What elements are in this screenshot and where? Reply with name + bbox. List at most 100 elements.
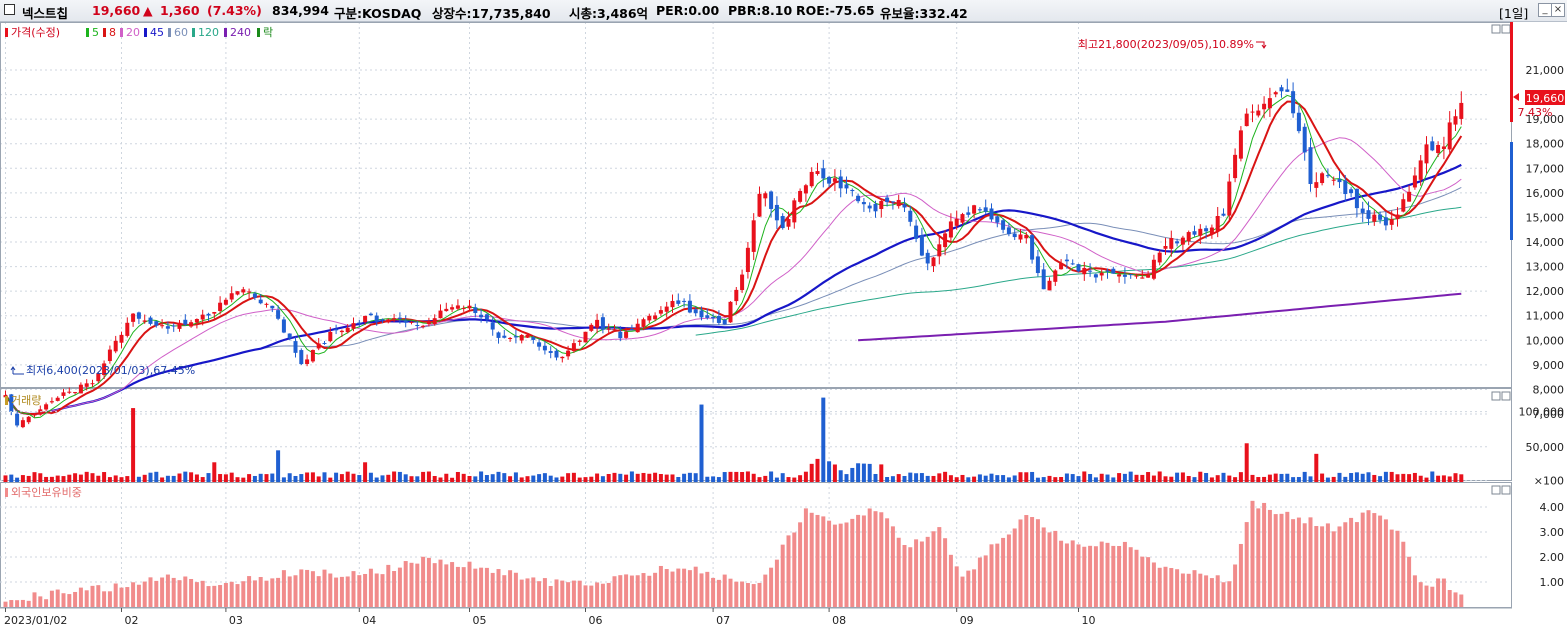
volume-bar [769,471,774,482]
volume-bar [902,475,907,482]
foreign-bar [1291,519,1296,607]
candle-body [838,176,843,189]
foreign-bar [1192,570,1197,607]
volume-bar [751,473,756,482]
candle-body [1198,228,1203,236]
price-tick-label: 10,000 [1526,334,1565,347]
volume-bar [264,474,269,482]
candle-body [612,329,617,331]
candles [3,78,1464,429]
volume-bar [809,463,814,482]
volume-bar [165,475,170,482]
volume-bar [397,471,402,482]
foreign-bar [218,585,223,607]
foreign-bar [508,570,513,607]
foreign-bar [780,544,785,607]
foreign-bar [548,585,553,607]
foreign-bar [368,568,373,607]
close-icon[interactable]: × [1551,3,1565,17]
candle-body [368,313,373,316]
volume-bar [1325,477,1330,482]
foreign-bar [943,538,948,607]
candle-body [531,337,536,340]
volume-bar [1012,475,1017,482]
period-selector[interactable]: [1일] [1499,6,1529,21]
candle-body [154,321,159,326]
ma45-line [4,163,1462,416]
stock-name: 넥스트칩 [22,6,69,21]
volume-bar [606,473,611,482]
foreign-bar [374,573,379,607]
foreign-bar [1389,529,1394,607]
volume-bar [861,463,866,482]
candle-body [490,322,495,330]
current-price-box [1525,90,1565,105]
foreign-bar [351,571,356,607]
candle-body [1134,275,1139,277]
foreign-bar [467,561,472,607]
select-checkbox[interactable] [4,4,15,15]
volume-bar [624,474,629,482]
candle-body [1169,237,1174,249]
foreign-bar [1227,581,1232,607]
foreign-bar [1163,566,1168,607]
foreign-bar [183,576,188,607]
foreign-legend-marker [5,488,8,497]
minimize-icon[interactable]: _ [1538,3,1552,17]
candle-body [682,300,687,302]
foreign-bar [264,580,269,607]
candle-body [1447,122,1452,150]
candle-body [1163,246,1168,249]
candle-body [1389,219,1394,225]
volume-bar [247,474,252,482]
foreign-bar [1059,540,1064,607]
candle-body [908,210,913,222]
candle-body [989,208,994,220]
candle-body [670,300,675,308]
foreign-bar [786,535,791,607]
volume-bar [212,462,217,482]
volume-bar [1447,476,1452,482]
candle-body [461,308,466,310]
price-tick-label: 9,000 [1533,359,1565,372]
candle-body [484,314,489,320]
candle-body [925,252,930,264]
candle-body [455,305,460,309]
price-tick-label: 19,000 [1526,113,1565,126]
candle-body [1331,179,1336,181]
volume-bar [1082,471,1087,482]
foreign-bar [9,600,14,607]
x-tick-label: 08 [832,614,846,627]
volume-bar [1140,474,1145,482]
candle-body [618,331,623,339]
foreign-bar [426,557,431,607]
foreign-bar [560,580,565,607]
foreign-bar [484,567,489,607]
candle-body [827,176,832,184]
volume-bar [1157,471,1162,482]
candle-body [9,394,14,412]
volume-value: 834,994 [272,3,329,18]
foreign-bar [102,591,107,607]
foreign-bar [919,541,924,607]
candle-body [450,307,455,310]
candle-body [229,293,234,300]
foreign-bar [223,583,228,607]
foreign-bar [589,585,594,607]
volume-bar [345,471,350,482]
volume-bar [1395,474,1400,482]
foreign-bar [844,522,849,607]
volume-bar [1349,473,1354,482]
foreign-bar [896,537,901,607]
legend-lock-marker [257,28,260,37]
foreign-bar [1436,578,1441,607]
foreign-bar [212,585,217,607]
foreign-bar [1064,543,1069,607]
volume-bar [90,473,95,482]
foreign-bar [618,575,623,607]
foreign-bar [1169,568,1174,607]
foreign-tick-label: 3.00 [1540,526,1565,539]
candle-body [600,317,605,330]
candle-body [136,312,141,319]
volume-bar [914,473,919,482]
